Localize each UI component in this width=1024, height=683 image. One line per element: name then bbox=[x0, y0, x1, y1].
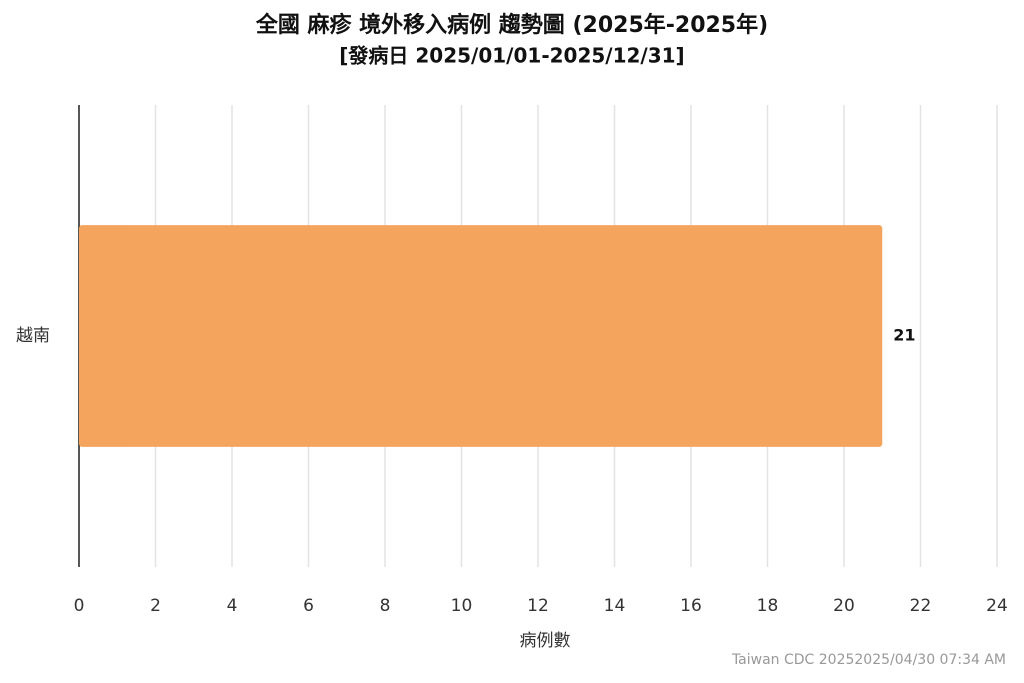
x-tick-label: 12 bbox=[527, 596, 549, 616]
x-tick-label: 10 bbox=[451, 596, 473, 616]
x-tick-label: 14 bbox=[604, 596, 626, 616]
x-tick-label: 18 bbox=[757, 596, 779, 616]
x-tick-label: 16 bbox=[680, 596, 702, 616]
x-tick-label: 0 bbox=[74, 596, 85, 616]
chart-subtitle: [發病日 2025/01/01-2025/12/31] bbox=[339, 44, 684, 68]
x-axis-label: 病例數 bbox=[520, 631, 571, 651]
x-tick-label: 6 bbox=[303, 596, 314, 616]
x-tick-label: 20 bbox=[833, 596, 855, 616]
data-label: 21 bbox=[893, 326, 915, 345]
x-tick-label: 24 bbox=[986, 596, 1008, 616]
y-tick-label: 越南 bbox=[16, 326, 50, 346]
chart-title: 全國 麻疹 境外移入病例 趨勢圖 (2025年-2025年) bbox=[255, 12, 768, 38]
credit: Taiwan CDC 20252025/04/30 07:34 AM bbox=[731, 652, 1006, 668]
x-tick-label: 4 bbox=[227, 596, 238, 616]
bar bbox=[79, 225, 883, 447]
x-tick-label: 8 bbox=[380, 596, 391, 616]
x-tick-label: 2 bbox=[150, 596, 161, 616]
x-tick-label: 22 bbox=[910, 596, 932, 616]
